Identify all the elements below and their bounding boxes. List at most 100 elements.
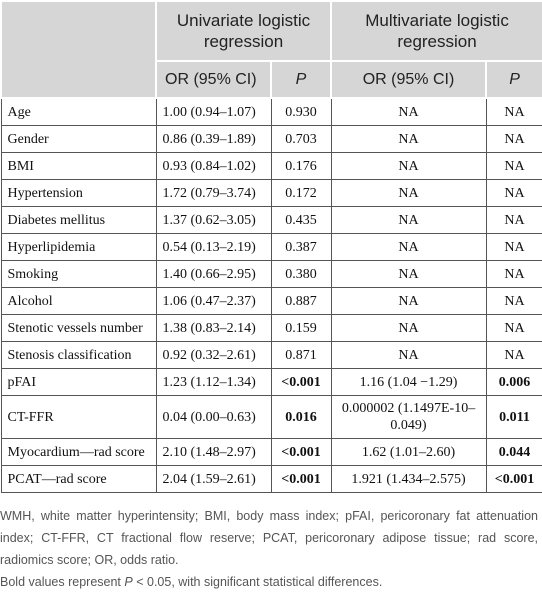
cell: NA [330,314,487,342]
cell: NA [485,206,542,234]
cell: 0.92 (0.32–2.61) [155,341,272,369]
table-row: BMI 0.93 (0.84–1.02) 0.176 NA NA [0,152,542,180]
cell: NA [485,287,542,315]
cell: NA [330,233,487,261]
results-table: Univariate logistic regression Multivari… [0,0,542,493]
cell: 0.435 [270,206,332,234]
cell: 0.871 [270,341,332,369]
table-row: Alcohol 1.06 (0.47–2.37) 0.887 NA NA [0,287,542,315]
abbreviations-note: WMH, white matter hyperintensity; BMI, b… [0,509,538,567]
cell: <0.001 [270,368,332,396]
cell: 1.16 (1.04 −1.29) [330,368,487,396]
table-row: PCAT—rad score 2.04 (1.59–2.61) <0.001 1.92… [0,465,542,493]
cell: 0.000002 (1.1497E-10–0.049) [330,395,487,439]
cell: 2.04 (1.59–2.61) [155,465,272,493]
cell: NA [330,179,487,207]
cell: 1.921 (1.434–2.575) [330,465,487,493]
cell: 0.703 [270,125,332,153]
cell: 1.38 (0.83–2.14) [155,314,272,342]
cell: NA [485,125,542,153]
group-header: Univariate logistic regression [154,0,333,62]
cell: NA [330,97,487,126]
cell: 1.40 (0.66–2.95) [155,260,272,288]
row-label: Myocardium—rad score [0,438,157,466]
row-label: CT-FFR [0,395,157,439]
cell: 0.011 [485,395,542,439]
cell: 0.387 [270,233,332,261]
cell: NA [330,260,487,288]
table-row: Age 1.00 (0.94–1.07) 0.930 NA NA [0,97,542,126]
row-label: BMI [0,152,157,180]
row-label: Stenosis classification [0,341,157,369]
cell: NA [485,179,542,207]
cell: 0.887 [270,287,332,315]
cell: 1.72 (0.79–3.74) [155,179,272,207]
cell: 1.06 (0.47–2.37) [155,287,272,315]
cell: 1.62 (1.01–2.60) [330,438,487,466]
group-header: Multivariate logistic regression [330,0,542,62]
cell: 0.176 [270,152,332,180]
cell: NA [330,152,487,180]
table-row: Stenotic vessels number 1.38 (0.83–2.14) 0… [0,314,542,342]
cell: 0.93 (0.84–1.02) [155,152,272,180]
row-label: Gender [0,125,157,153]
row-label: pFAI [0,368,157,396]
row-label: Smoking [0,260,157,288]
text: P [124,575,133,589]
cell: NA [485,97,542,126]
text: < 0.05, with significant statistical dif… [136,575,383,589]
cell: 2.10 (1.48–2.97) [155,438,272,466]
row-label: Hypertension [0,179,157,207]
cell: NA [330,206,487,234]
bold-note: Bold values represent P < 0.05, with sig… [0,571,538,593]
row-label: Hyperlipidemia [0,233,157,261]
subheader: P [269,60,333,99]
footnotes: WMH, white matter hyperintensity; BMI, b… [0,493,542,593]
row-label: Alcohol [0,287,157,315]
row-label: Stenotic vessels number [0,314,157,342]
cell: 1.00 (0.94–1.07) [155,97,272,126]
cell: NA [330,287,487,315]
cell: 0.04 (0.00–0.63) [155,395,272,439]
row-label: PCAT—rad score [0,465,157,493]
cell: 0.006 [485,368,542,396]
cell: 0.016 [270,395,332,439]
cell: NA [485,152,542,180]
cell: 0.54 (0.13–2.19) [155,233,272,261]
cell: 1.37 (0.62–3.05) [155,206,272,234]
table-row: pFAI 1.23 (1.12–1.34) <0.001 1.16 (1.04 −1.… [0,368,542,396]
cell: NA [485,233,542,261]
cell: <0.001 [485,465,542,493]
cell: 0.159 [270,314,332,342]
cell: NA [485,260,542,288]
cell: 0.930 [270,97,332,126]
cell: 1.23 (1.12–1.34) [155,368,272,396]
row-label: Diabetes mellitus [0,206,157,234]
cell: NA [485,314,542,342]
cell: NA [485,341,542,369]
table-row: CT-FFR 0.04 (0.00–0.63) 0.016 0.000002 (1.1… [0,395,542,439]
cell: 0.380 [270,260,332,288]
cell: 0.172 [270,179,332,207]
cell: 0.86 (0.39–1.89) [155,125,272,153]
cell: NA [330,341,487,369]
corner-cell [0,0,157,99]
table-body: Age 1.00 (0.94–1.07) 0.930 NA NA Gender 0.86 (… [0,97,542,493]
subheader: OR (95% CI) [330,60,488,99]
table-row: Hyperlipidemia 0.54 (0.13–2.19) 0.387 NA NA [0,233,542,261]
table-row: Hypertension 1.72 (0.79–3.74) 0.172 NA NA [0,179,542,207]
table-row: Diabetes mellitus 1.37 (0.62–3.05) 0.435 NA… [0,206,542,234]
table-row: Myocardium—rad score 2.10 (1.48–2.97) <0.0… [0,438,542,466]
row-label: Age [0,97,157,126]
table-row: Smoking 1.40 (0.66–2.95) 0.380 NA NA [0,260,542,288]
table-row: Stenosis classification 0.92 (0.32–2.61) 0… [0,341,542,369]
cell: 0.044 [485,438,542,466]
cell: <0.001 [270,465,332,493]
cell: NA [330,125,487,153]
table-row: Gender 0.86 (0.39–1.89) 0.703 NA NA [0,125,542,153]
cell: <0.001 [270,438,332,466]
subheader: P [485,60,542,99]
text: Bold values represent [0,575,121,589]
subheader: OR (95% CI) [155,60,272,99]
